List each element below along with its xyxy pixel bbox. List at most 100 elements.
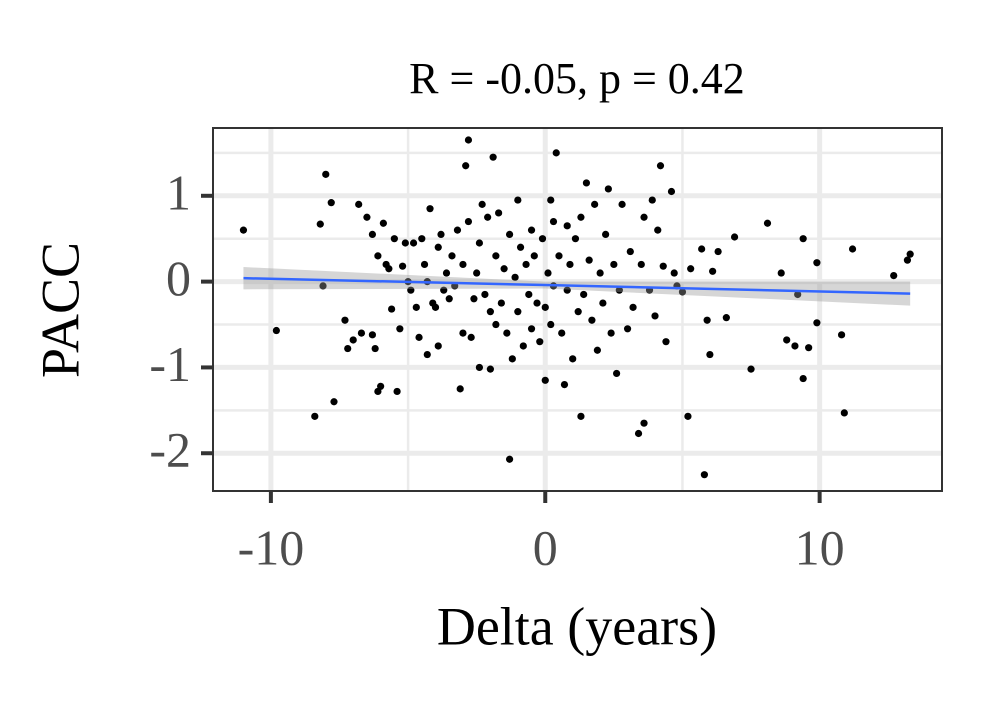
point — [442, 269, 451, 277]
point — [330, 398, 338, 406]
point — [445, 295, 453, 303]
point — [525, 290, 533, 299]
point — [840, 409, 848, 417]
point — [555, 252, 563, 260]
point — [533, 299, 541, 307]
point — [599, 299, 607, 307]
point — [409, 239, 418, 247]
point — [563, 286, 571, 294]
point — [514, 196, 522, 204]
point — [464, 217, 473, 226]
point — [357, 329, 366, 337]
point — [703, 316, 711, 324]
point — [591, 200, 599, 208]
point — [667, 187, 676, 196]
point — [799, 235, 807, 243]
y-tick-label: -2 — [149, 422, 191, 478]
point — [478, 200, 486, 208]
point — [574, 308, 582, 316]
point — [344, 344, 352, 353]
point — [544, 269, 552, 277]
point — [500, 265, 508, 273]
point — [783, 336, 791, 344]
point — [596, 269, 604, 277]
point — [837, 331, 846, 339]
point — [604, 185, 612, 193]
point — [541, 303, 549, 311]
point — [390, 235, 398, 243]
point — [527, 226, 536, 234]
point — [813, 319, 821, 327]
point — [377, 382, 385, 390]
point — [486, 308, 494, 316]
point — [618, 200, 626, 208]
point — [585, 256, 593, 264]
point — [637, 260, 645, 269]
x-tick-label: 0 — [533, 519, 558, 575]
point — [495, 209, 503, 217]
point — [651, 312, 659, 320]
point — [593, 346, 601, 354]
point — [505, 455, 514, 463]
point — [530, 252, 538, 260]
point — [448, 252, 456, 260]
point — [763, 219, 772, 227]
point — [489, 153, 497, 161]
point — [791, 342, 799, 350]
point — [626, 247, 634, 256]
point — [558, 329, 566, 337]
point — [805, 344, 813, 352]
point — [527, 325, 536, 333]
point — [385, 265, 393, 273]
point — [678, 288, 687, 296]
point — [569, 355, 577, 363]
point — [423, 350, 431, 359]
point — [560, 380, 569, 389]
point — [612, 369, 621, 378]
point — [349, 336, 357, 344]
point — [640, 419, 648, 427]
point — [475, 239, 484, 247]
y-tick-label: 1 — [166, 164, 191, 220]
point — [588, 316, 596, 324]
point — [906, 250, 914, 258]
point — [747, 365, 755, 373]
x-tick-label: 10 — [795, 519, 845, 575]
point — [777, 269, 785, 277]
point — [848, 245, 857, 253]
point — [607, 329, 615, 337]
point — [514, 308, 522, 316]
point — [571, 235, 580, 243]
point — [492, 252, 500, 260]
point — [698, 245, 706, 253]
point — [467, 333, 475, 341]
point — [459, 260, 467, 269]
point — [412, 303, 420, 311]
point — [363, 213, 371, 221]
point — [640, 213, 648, 221]
point — [456, 385, 464, 393]
point — [426, 205, 434, 213]
point — [453, 226, 462, 234]
point — [355, 200, 363, 208]
point — [368, 331, 377, 339]
point — [431, 303, 440, 311]
point — [516, 243, 525, 251]
point — [418, 235, 426, 243]
point — [549, 217, 558, 226]
point — [368, 230, 377, 239]
point — [486, 365, 494, 373]
point — [566, 260, 574, 269]
y-tick-label: 0 — [166, 250, 191, 306]
y-axis-label: PACC — [30, 242, 90, 378]
y-tick-label: -1 — [149, 336, 191, 392]
point — [563, 222, 571, 230]
point — [577, 412, 585, 420]
point — [374, 252, 382, 260]
point — [327, 199, 335, 207]
point — [722, 314, 730, 322]
point — [415, 333, 423, 341]
point — [440, 286, 448, 294]
x-tick-label: -10 — [238, 519, 305, 575]
